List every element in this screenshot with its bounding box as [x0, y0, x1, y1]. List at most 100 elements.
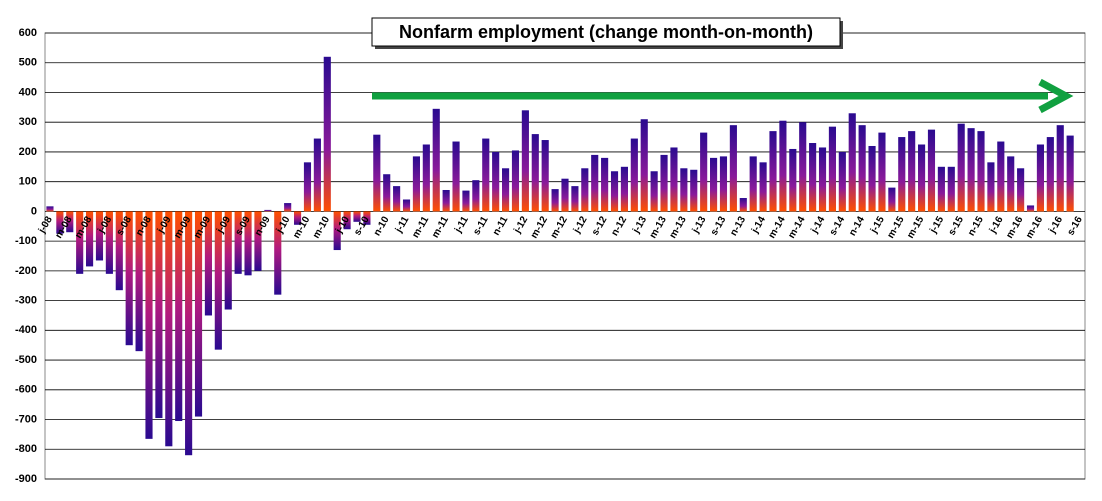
bar [244, 211, 252, 276]
x-tick-label: n-12 [610, 214, 630, 238]
x-tick-label: j-15 [928, 214, 947, 236]
bar [264, 209, 272, 212]
y-tick-label: -400 [15, 324, 37, 336]
bar [294, 211, 302, 225]
bar [848, 113, 856, 212]
bar [303, 162, 312, 212]
bar [175, 211, 183, 422]
bar [462, 190, 470, 212]
bar [967, 128, 975, 212]
bar [789, 148, 797, 212]
y-tick-label: 100 [19, 176, 37, 188]
y-tick-label: -200 [15, 265, 37, 277]
bar [234, 211, 242, 274]
bar [868, 145, 876, 212]
bar [818, 147, 827, 212]
bar [313, 138, 321, 212]
bar [204, 211, 212, 316]
trend-arrow-head [1038, 78, 1074, 114]
bar [601, 157, 609, 212]
bar [383, 174, 391, 212]
bar [957, 123, 965, 212]
y-tick-label: 400 [19, 86, 37, 98]
x-tick-label: n-10 [372, 214, 392, 238]
bar [393, 186, 401, 212]
y-tick-label: -300 [15, 295, 37, 307]
x-tick-label: j-16 [987, 214, 1006, 236]
bar [185, 211, 193, 456]
y-tick-label: -800 [15, 443, 37, 455]
bar [76, 211, 84, 274]
bar [66, 211, 74, 233]
x-tick-label: n-13 [728, 214, 748, 238]
bar [511, 150, 520, 212]
bar [1007, 156, 1015, 212]
bar [363, 211, 371, 225]
x-tick-label: s-11 [471, 214, 490, 237]
bar [145, 211, 153, 439]
bar [680, 168, 688, 212]
bar [1056, 125, 1064, 212]
chart-title: Nonfarm employment (change month-on-mont… [399, 22, 813, 42]
bar [670, 147, 678, 212]
bar [521, 110, 529, 212]
bar [135, 211, 143, 352]
x-tick-label: m-12 [549, 214, 570, 240]
bar [997, 141, 1005, 212]
bar [878, 132, 886, 212]
x-tick-label: s-14 [828, 214, 848, 237]
y-tick-label: 600 [19, 27, 37, 39]
x-tick-label: j-14 [749, 214, 768, 236]
x-tick-label: m-12 [529, 214, 550, 240]
y-tick-label: 0 [31, 205, 37, 217]
bar [918, 144, 926, 212]
bar [769, 131, 777, 212]
bar [155, 211, 163, 419]
bar [779, 120, 787, 212]
bar [729, 125, 737, 212]
y-tick-label: -100 [15, 235, 37, 247]
title-box [371, 17, 841, 47]
y-tick-label: -600 [15, 384, 37, 396]
y-tick-label: -700 [15, 413, 37, 425]
bar [620, 166, 628, 212]
x-tick-label: m-10 [311, 214, 332, 240]
bar [571, 186, 579, 212]
bar [432, 108, 440, 212]
bar [452, 141, 460, 212]
bar [531, 134, 539, 212]
bar [799, 122, 807, 212]
bar [561, 178, 569, 212]
bar [828, 126, 836, 212]
bar [927, 129, 936, 212]
bar [591, 154, 599, 212]
x-tick-label: j-13 [630, 214, 649, 236]
x-tick-label: j-08 [36, 214, 55, 236]
x-tick-label: s-13 [709, 214, 729, 237]
bar [710, 157, 718, 212]
bar [125, 211, 133, 346]
bar [1046, 137, 1054, 212]
bar [1017, 168, 1025, 212]
x-tick-label: s-15 [947, 214, 967, 237]
y-tick-label: 500 [19, 57, 37, 69]
bar [898, 137, 906, 212]
x-tick-label: m-16 [1004, 214, 1025, 240]
x-tick-label: m-16 [1024, 214, 1045, 240]
y-tick-label: -500 [15, 354, 37, 366]
bar [105, 211, 113, 274]
bar [224, 211, 232, 310]
bar [1066, 135, 1074, 212]
x-tick-label: j-13 [690, 214, 709, 236]
bar [214, 211, 222, 350]
x-tick-label: m-11 [410, 214, 431, 240]
x-tick-label: n-15 [966, 214, 986, 238]
bar [888, 187, 896, 212]
bar [402, 199, 411, 212]
bar [581, 168, 589, 212]
bar [333, 211, 341, 251]
bar [412, 156, 420, 212]
bar [690, 169, 698, 212]
x-tick-label: j-12 [512, 214, 531, 236]
